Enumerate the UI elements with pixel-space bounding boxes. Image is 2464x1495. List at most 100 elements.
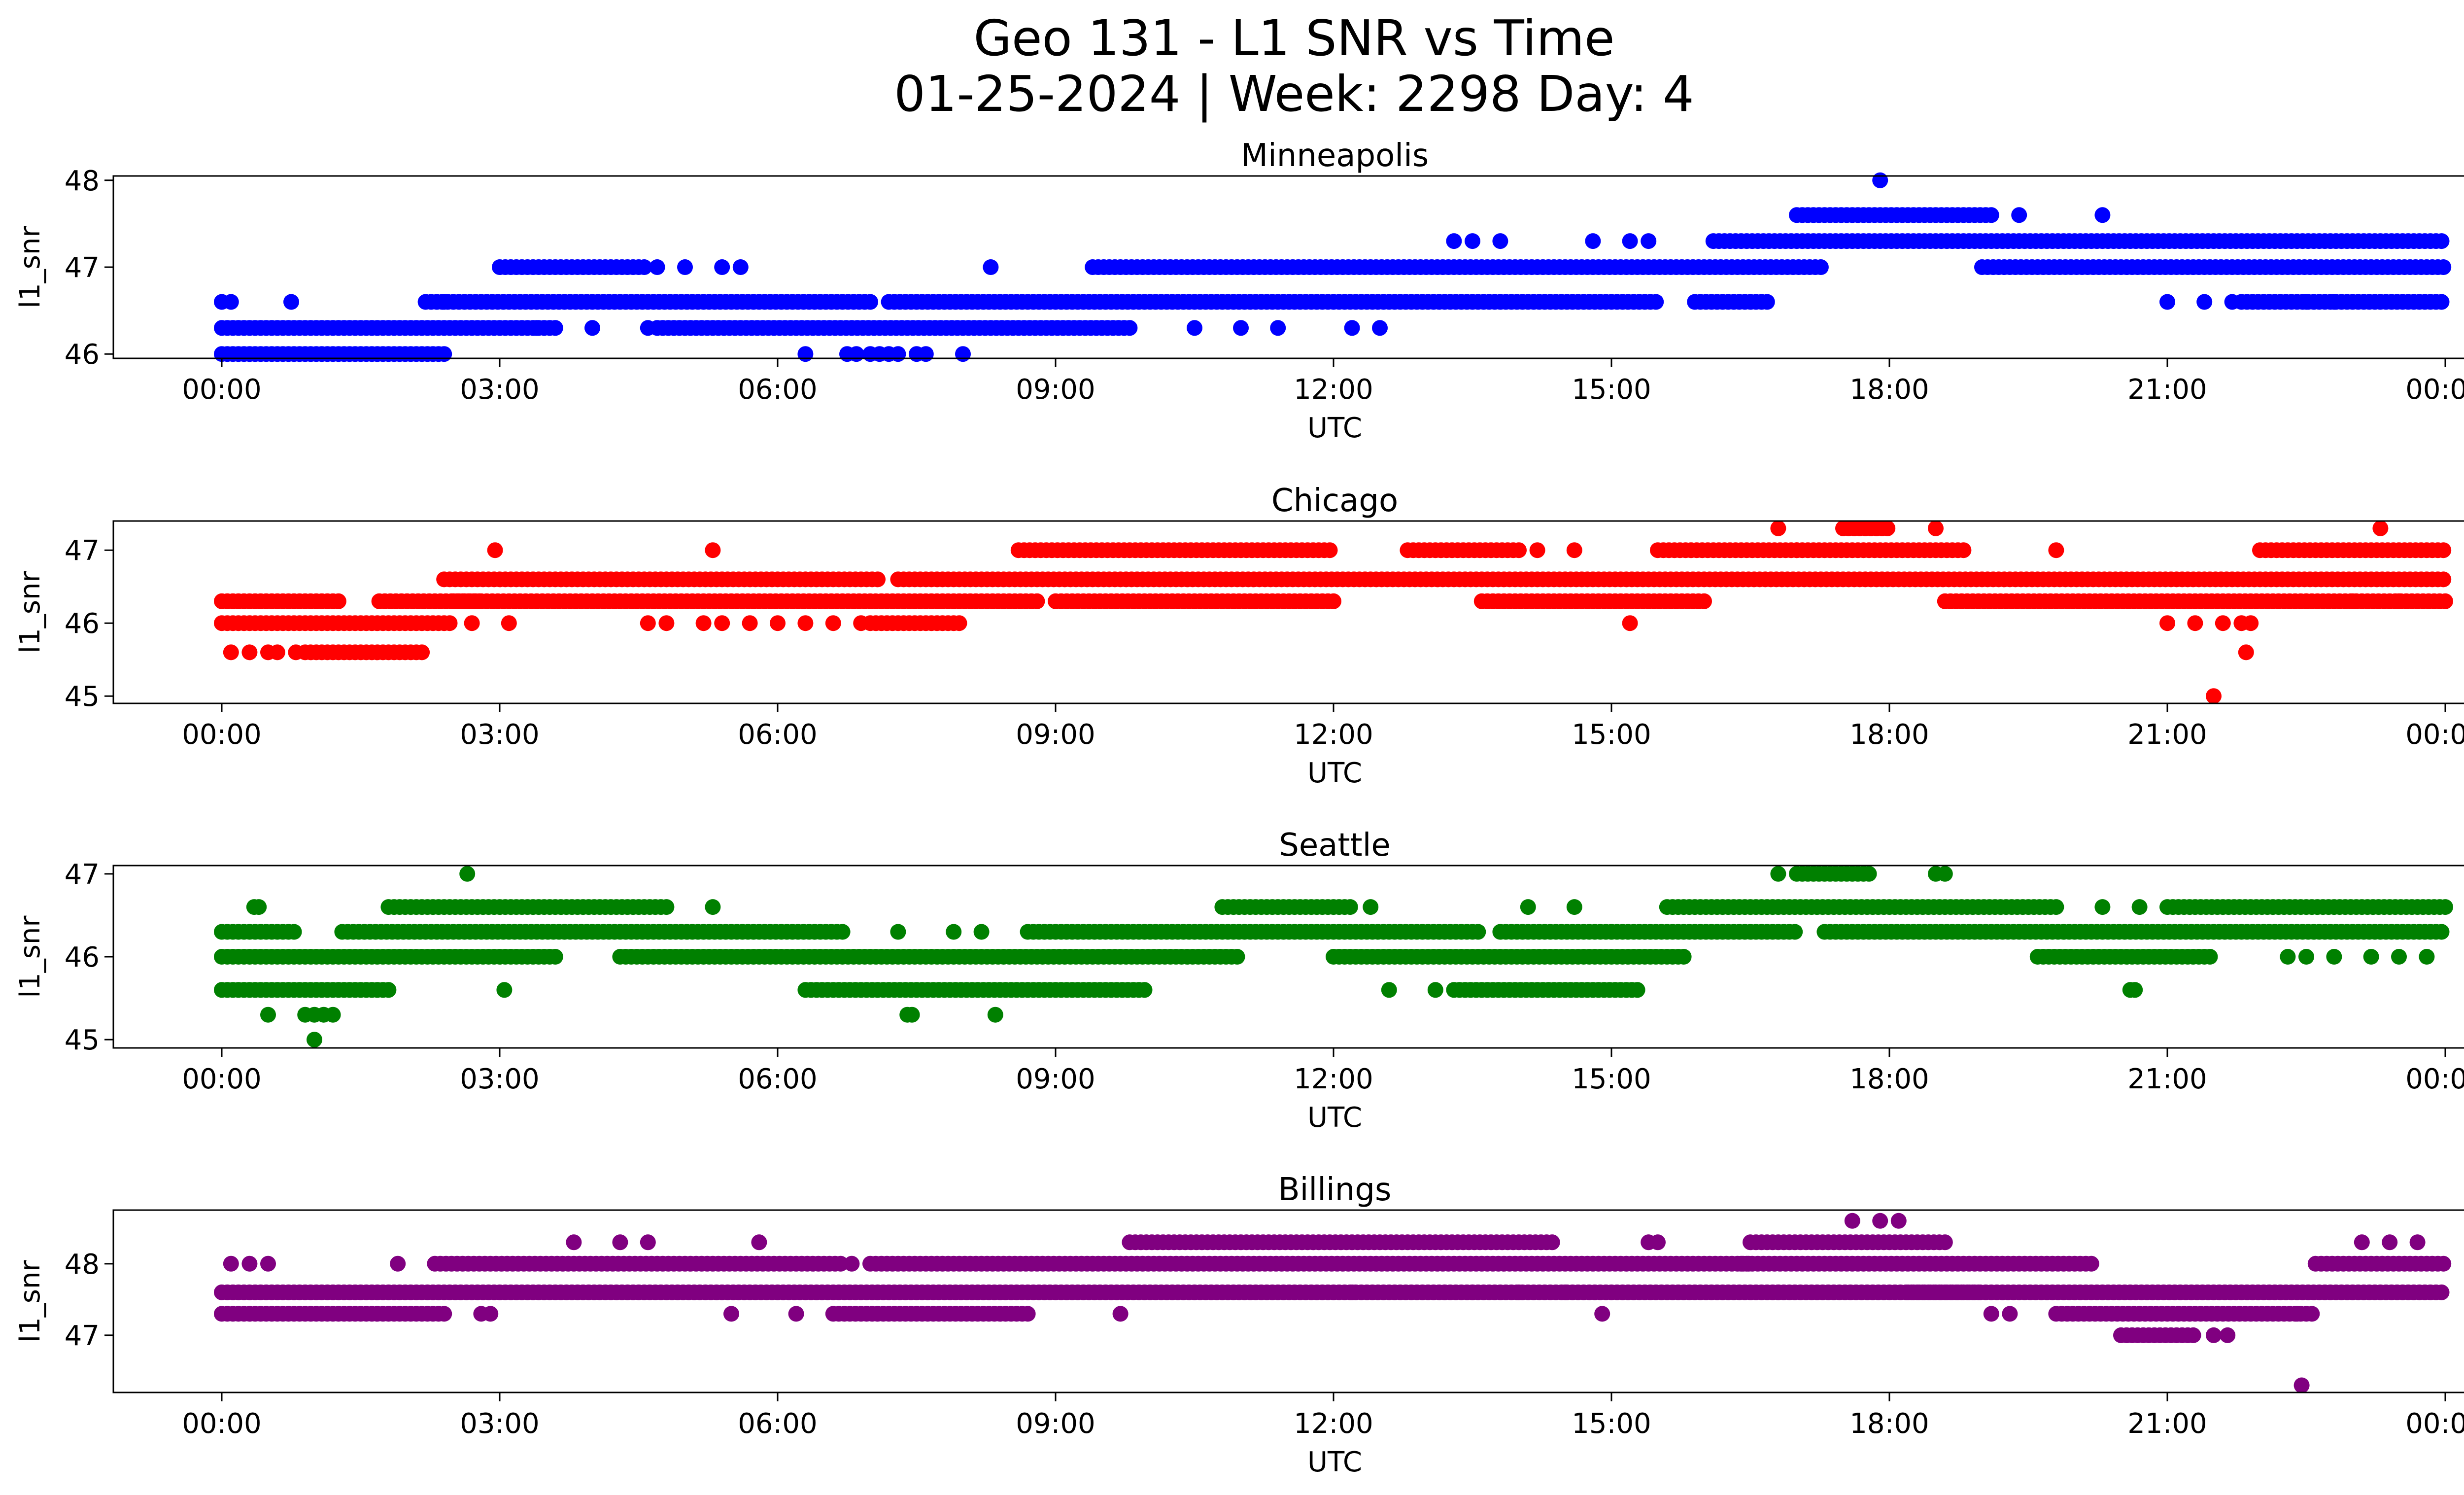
data-point bbox=[283, 294, 299, 310]
data-point bbox=[2206, 688, 2222, 704]
data-point bbox=[2298, 593, 2314, 609]
data-point bbox=[1648, 294, 1664, 310]
data-point bbox=[414, 644, 430, 661]
data-point bbox=[1890, 1213, 1907, 1229]
data-point bbox=[2083, 1255, 2099, 1272]
data-points bbox=[214, 1213, 2452, 1393]
x-tick-label: 03:00 bbox=[460, 1408, 539, 1440]
subplot-billings: Billings 00:00 03:00 06:00 09:00 12:00 15:00 18… bbox=[14, 1172, 2464, 1478]
data-point bbox=[640, 1234, 656, 1251]
data-point bbox=[246, 899, 262, 915]
data-point bbox=[2435, 259, 2452, 275]
data-point bbox=[1136, 982, 1153, 998]
data-point bbox=[2202, 949, 2218, 965]
data-point bbox=[951, 615, 967, 631]
data-point bbox=[987, 1007, 1003, 1023]
x-axis-label: UTC bbox=[1307, 757, 1362, 789]
data-point bbox=[260, 1007, 276, 1023]
data-point bbox=[1622, 615, 1638, 631]
x-tick-label: 15:00 bbox=[1572, 1408, 1651, 1440]
data-points bbox=[214, 172, 2452, 362]
data-point bbox=[695, 615, 712, 631]
y-tick-label: 47 bbox=[65, 252, 100, 284]
data-point bbox=[2289, 1306, 2305, 1322]
data-point bbox=[2304, 1306, 2320, 1322]
data-point bbox=[705, 899, 721, 915]
data-point bbox=[1122, 320, 1138, 336]
x-axis-label: UTC bbox=[1307, 1102, 1362, 1134]
data-point bbox=[566, 1234, 582, 1251]
data-point bbox=[1937, 866, 1953, 882]
data-point bbox=[890, 346, 906, 362]
data-point bbox=[1372, 320, 1388, 336]
subplot-minneapolis: Minneapolis 00:00 03:00 06:00 09:00 12:00 15:0… bbox=[14, 138, 2464, 444]
x-tick-label: 21:00 bbox=[2127, 719, 2207, 751]
x-tick-label: 12:00 bbox=[1294, 374, 1373, 406]
data-point bbox=[288, 644, 304, 661]
data-point bbox=[459, 866, 476, 882]
x-tick-label: 03:00 bbox=[460, 374, 539, 406]
data-point bbox=[241, 644, 258, 661]
x-tick-label: 00:00 bbox=[2405, 1063, 2464, 1095]
data-point bbox=[241, 1255, 258, 1272]
y-tick-label: 46 bbox=[65, 608, 100, 640]
subplot-panels: Minneapolis 00:00 03:00 06:00 09:00 12:00 15:0… bbox=[14, 138, 2464, 1478]
data-point bbox=[2419, 949, 2435, 965]
data-point bbox=[1770, 1284, 1786, 1300]
x-tick-label: 21:00 bbox=[2127, 374, 2207, 406]
subplot-title: Minneapolis bbox=[1241, 138, 1429, 174]
data-point bbox=[1112, 1306, 1129, 1322]
data-point bbox=[1270, 320, 1286, 336]
data-point bbox=[1650, 1234, 1666, 1251]
data-point bbox=[390, 1255, 406, 1272]
x-tick-label: 12:00 bbox=[1294, 1063, 1373, 1095]
data-point bbox=[2391, 593, 2407, 609]
subplot-title: Seattle bbox=[1279, 827, 1391, 864]
data-point bbox=[640, 320, 656, 336]
data-point bbox=[2391, 949, 2407, 965]
x-tick-label: 18:00 bbox=[1849, 1063, 1929, 1095]
x-tick-label: 03:00 bbox=[460, 719, 539, 751]
data-point bbox=[2048, 899, 2064, 915]
data-point bbox=[1770, 866, 1786, 882]
data-point bbox=[658, 899, 675, 915]
y-tick-label: 45 bbox=[65, 1024, 100, 1056]
data-point bbox=[1641, 233, 1657, 249]
data-point bbox=[825, 615, 841, 631]
data-point bbox=[325, 1007, 341, 1023]
x-tick-label: 09:00 bbox=[1016, 1063, 1095, 1095]
data-points bbox=[214, 866, 2453, 1048]
data-point bbox=[1029, 593, 1045, 609]
data-point bbox=[832, 1255, 849, 1272]
data-point bbox=[436, 1306, 452, 1322]
data-point bbox=[269, 644, 285, 661]
x-tick-label: 15:00 bbox=[1572, 719, 1651, 751]
x-axis-label: UTC bbox=[1307, 1446, 1362, 1478]
data-point bbox=[1326, 593, 1341, 609]
data-point bbox=[1789, 542, 1805, 558]
data-point bbox=[380, 982, 397, 998]
data-point bbox=[1520, 899, 1536, 915]
data-point bbox=[1585, 233, 1601, 249]
x-tick-label: 12:00 bbox=[1294, 719, 1373, 751]
x-tick-label: 00:00 bbox=[182, 374, 261, 406]
data-point bbox=[2354, 1234, 2370, 1251]
data-point bbox=[223, 644, 239, 661]
data-point bbox=[1470, 924, 1486, 940]
y-axis-label: l1_snr bbox=[14, 915, 46, 998]
data-point bbox=[714, 615, 730, 631]
subplot-chicago: Chicago 00:00 03:00 06:00 09:00 12:00 15:00 18:… bbox=[14, 483, 2464, 789]
data-point bbox=[223, 1255, 239, 1272]
data-point bbox=[1983, 207, 1999, 223]
figure-title-line1: Geo 131 - L1 SNR vs Time bbox=[974, 9, 1615, 67]
x-tick-label: 09:00 bbox=[1016, 719, 1095, 751]
data-point bbox=[2159, 615, 2175, 631]
data-point bbox=[2159, 294, 2175, 310]
data-point bbox=[487, 542, 503, 558]
data-point bbox=[547, 949, 563, 965]
data-point bbox=[2094, 899, 2111, 915]
x-tick-label: 00:00 bbox=[2405, 719, 2464, 751]
data-point bbox=[649, 259, 665, 275]
data-point bbox=[584, 320, 600, 336]
subplot-title: Chicago bbox=[1271, 483, 1398, 519]
